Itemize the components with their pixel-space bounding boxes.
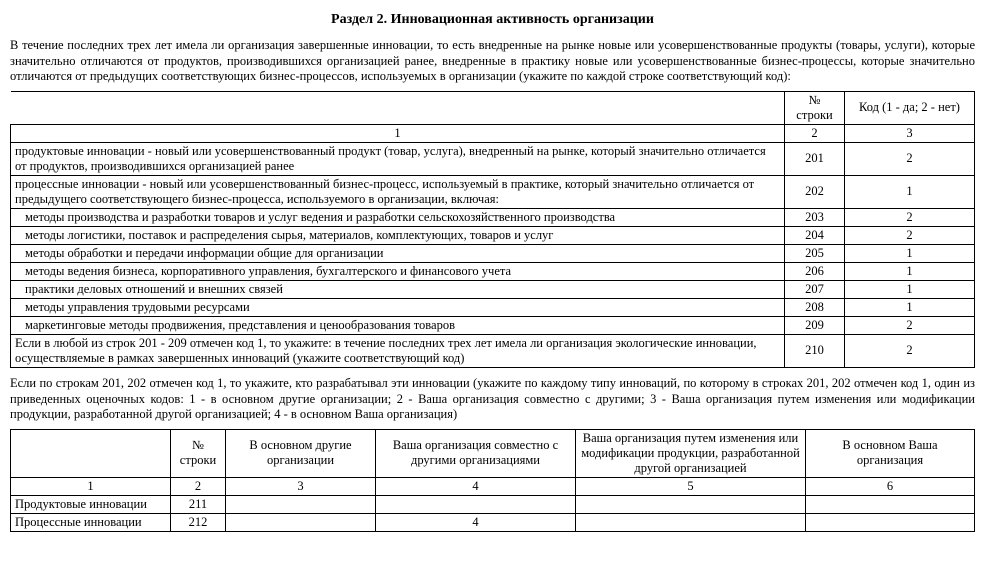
cell-v3 xyxy=(226,513,376,531)
table-row: методы ведения бизнеса, корпоративного у… xyxy=(11,262,975,280)
table-2-coln-2: 2 xyxy=(171,477,226,495)
table-row: процессные инновации - новый или усоверш… xyxy=(11,175,975,208)
table-row: маркетинговые методы продвижения, предст… xyxy=(11,316,975,334)
table-1-colnums: 1 2 3 xyxy=(11,124,975,142)
intro-paragraph-1: В течение последних трех лет имела ли ор… xyxy=(10,38,975,85)
cell-num: 208 xyxy=(785,298,845,316)
cell-code: 1 xyxy=(845,244,975,262)
cell-desc: Процессные инновации xyxy=(11,513,171,531)
cell-num: 209 xyxy=(785,316,845,334)
cell-code: 1 xyxy=(845,280,975,298)
table-1: № строки Код (1 - да; 2 - нет) 1 2 3 про… xyxy=(10,91,975,368)
cell-desc: методы управления трудовыми ресурсами xyxy=(11,298,785,316)
table-2-h1-blank xyxy=(11,429,171,477)
table-1-coln-3: 3 xyxy=(845,124,975,142)
table-2-coln-4: 4 xyxy=(376,477,576,495)
cell-num: 212 xyxy=(171,513,226,531)
cell-desc: маркетинговые методы продвижения, предст… xyxy=(11,316,785,334)
table-2-coln-6: 6 xyxy=(806,477,975,495)
cell-v6 xyxy=(806,495,975,513)
cell-num: 204 xyxy=(785,226,845,244)
table-2-h-c3: В основном другие организации xyxy=(226,429,376,477)
table-2-h-c4: Ваша организация совместно с другими орг… xyxy=(376,429,576,477)
table-2: № строки В основном другие организации В… xyxy=(10,429,975,532)
cell-code: 1 xyxy=(845,262,975,280)
table-1-h-num: № строки xyxy=(785,91,845,124)
cell-num: 210 xyxy=(785,334,845,367)
table-1-h-code: Код (1 - да; 2 - нет) xyxy=(845,91,975,124)
cell-desc: методы ведения бизнеса, корпоративного у… xyxy=(11,262,785,280)
cell-code: 2 xyxy=(845,334,975,367)
cell-code: 2 xyxy=(845,226,975,244)
cell-desc: методы обработки и передачи информации о… xyxy=(11,244,785,262)
cell-num: 203 xyxy=(785,208,845,226)
cell-v5 xyxy=(576,495,806,513)
section-title: Раздел 2. Инновационная активность орган… xyxy=(10,12,975,28)
table-row: методы управления трудовыми ресурсами 20… xyxy=(11,298,975,316)
table-row: Если в любой из строк 201 - 209 отмечен … xyxy=(11,334,975,367)
table-1-coln-2: 2 xyxy=(785,124,845,142)
cell-desc: Если в любой из строк 201 - 209 отмечен … xyxy=(11,334,785,367)
cell-v6 xyxy=(806,513,975,531)
table-2-h-c5: Ваша организация путем изменения или мод… xyxy=(576,429,806,477)
cell-code: 2 xyxy=(845,316,975,334)
cell-num: 207 xyxy=(785,280,845,298)
cell-v5 xyxy=(576,513,806,531)
table-2-header: № строки В основном другие организации В… xyxy=(11,429,975,477)
cell-desc: продуктовые инновации - новый или усовер… xyxy=(11,142,785,175)
cell-code: 2 xyxy=(845,208,975,226)
cell-desc: методы производства и разработки товаров… xyxy=(11,208,785,226)
table-1-header: № строки Код (1 - да; 2 - нет) xyxy=(11,91,975,124)
cell-num: 201 xyxy=(785,142,845,175)
intro-paragraph-2: Если по строкам 201, 202 отмечен код 1, … xyxy=(10,376,975,423)
table-row: практики деловых отношений и внешних свя… xyxy=(11,280,975,298)
table-2-coln-5: 5 xyxy=(576,477,806,495)
table-2-h-num: № строки xyxy=(171,429,226,477)
cell-v4: 4 xyxy=(376,513,576,531)
cell-desc: процессные инновации - новый или усоверш… xyxy=(11,175,785,208)
cell-code: 2 xyxy=(845,142,975,175)
cell-desc: методы логистики, поставок и распределен… xyxy=(11,226,785,244)
cell-v4 xyxy=(376,495,576,513)
cell-code: 1 xyxy=(845,298,975,316)
cell-num: 205 xyxy=(785,244,845,262)
table-2-colnums: 1 2 3 4 5 6 xyxy=(11,477,975,495)
cell-num: 211 xyxy=(171,495,226,513)
table-2-h-c6: В основном Ваша организация xyxy=(806,429,975,477)
table-2-coln-1: 1 xyxy=(11,477,171,495)
table-row: методы логистики, поставок и распределен… xyxy=(11,226,975,244)
table-row: методы производства и разработки товаров… xyxy=(11,208,975,226)
table-1-coln-1: 1 xyxy=(11,124,785,142)
cell-v3 xyxy=(226,495,376,513)
cell-desc: практики деловых отношений и внешних свя… xyxy=(11,280,785,298)
table-row: продуктовые инновации - новый или усовер… xyxy=(11,142,975,175)
cell-num: 202 xyxy=(785,175,845,208)
cell-desc: Продуктовые инновации xyxy=(11,495,171,513)
table-1-h1-blank xyxy=(11,91,785,124)
cell-code: 1 xyxy=(845,175,975,208)
table-2-coln-3: 3 xyxy=(226,477,376,495)
cell-num: 206 xyxy=(785,262,845,280)
table-row: Процессные инновации 212 4 xyxy=(11,513,975,531)
table-row: Продуктовые инновации 211 xyxy=(11,495,975,513)
table-row: методы обработки и передачи информации о… xyxy=(11,244,975,262)
